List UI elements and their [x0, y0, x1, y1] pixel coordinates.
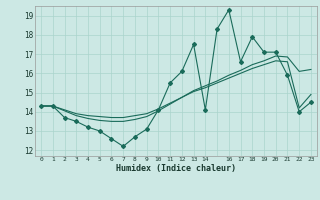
- X-axis label: Humidex (Indice chaleur): Humidex (Indice chaleur): [116, 164, 236, 173]
